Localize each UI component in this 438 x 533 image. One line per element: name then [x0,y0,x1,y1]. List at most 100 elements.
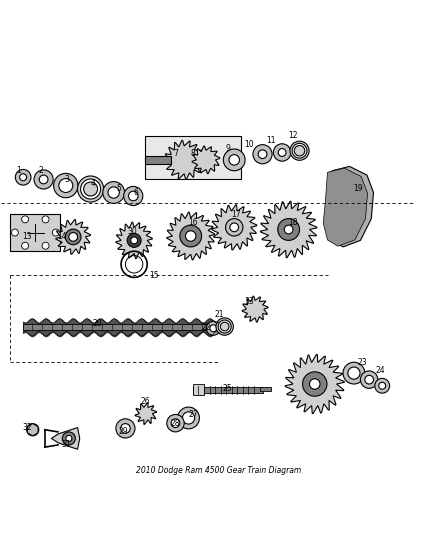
Bar [260,387,271,391]
Circle shape [218,320,231,333]
Circle shape [21,216,28,223]
Circle shape [210,325,217,332]
Circle shape [273,144,291,161]
Text: 11: 11 [266,136,276,145]
Text: 6: 6 [134,188,139,197]
Circle shape [66,435,72,441]
Circle shape [365,375,374,384]
Circle shape [15,169,31,185]
Text: 16: 16 [188,219,198,228]
Text: 30: 30 [127,227,137,236]
Circle shape [81,179,101,199]
Text: 7: 7 [173,149,178,158]
Circle shape [303,372,327,396]
Circle shape [21,243,28,249]
Polygon shape [167,212,215,260]
Circle shape [290,141,309,160]
Text: 31: 31 [62,440,71,449]
Circle shape [65,229,81,245]
Text: 33: 33 [244,297,254,306]
Circle shape [292,143,307,158]
Polygon shape [328,166,374,247]
Circle shape [167,415,184,432]
Circle shape [39,175,48,184]
Polygon shape [210,324,228,329]
Polygon shape [323,168,367,246]
Circle shape [127,233,141,247]
Circle shape [180,225,201,247]
Text: 9: 9 [225,144,230,154]
Text: 13: 13 [23,231,32,240]
Circle shape [294,146,305,156]
Text: 29: 29 [118,427,128,437]
Circle shape [258,150,267,158]
Circle shape [310,379,320,389]
Text: 14: 14 [57,231,67,240]
Circle shape [30,426,36,433]
Text: 5: 5 [117,184,121,192]
Polygon shape [261,201,317,258]
Text: 21: 21 [214,310,224,319]
Text: 28: 28 [171,419,180,427]
Polygon shape [242,296,268,322]
Circle shape [20,174,27,181]
Circle shape [278,219,300,240]
Circle shape [116,419,135,438]
Circle shape [11,229,18,236]
Polygon shape [165,140,204,180]
Text: 27: 27 [188,410,198,419]
Circle shape [131,237,138,244]
Circle shape [343,362,365,384]
Text: 3: 3 [64,175,69,184]
Circle shape [62,432,75,445]
Circle shape [223,149,245,171]
Circle shape [185,231,196,241]
Circle shape [278,149,286,156]
Circle shape [253,144,272,164]
Circle shape [124,187,143,206]
Polygon shape [135,403,157,424]
Circle shape [69,232,78,241]
Circle shape [42,243,49,249]
Text: 2010 Dodge Ram 4500 Gear Train Diagram: 2010 Dodge Ram 4500 Gear Train Diagram [136,466,302,475]
Circle shape [183,412,194,424]
Text: 1: 1 [16,166,21,175]
Text: 18: 18 [288,219,298,228]
Circle shape [52,229,59,236]
Bar [23,325,210,330]
Text: 26: 26 [140,397,150,406]
FancyBboxPatch shape [145,136,241,180]
Text: 2: 2 [38,166,43,175]
Circle shape [220,322,229,331]
Text: 12: 12 [288,132,298,140]
Circle shape [120,424,130,433]
Text: 15: 15 [149,271,159,280]
Text: 24: 24 [375,367,385,375]
Circle shape [84,182,98,196]
Circle shape [34,170,53,189]
Polygon shape [51,427,80,449]
Polygon shape [285,354,344,414]
Circle shape [128,191,138,201]
FancyBboxPatch shape [10,214,60,251]
Text: 4: 4 [90,179,95,188]
Text: 32: 32 [23,423,32,432]
Circle shape [108,187,119,198]
Circle shape [230,223,239,232]
Circle shape [226,219,243,236]
Bar [193,384,204,395]
Text: 25: 25 [223,384,233,393]
Circle shape [178,407,199,429]
Circle shape [229,155,240,165]
Circle shape [42,216,49,223]
Text: 8: 8 [191,149,195,158]
Text: 19: 19 [353,184,363,192]
Circle shape [379,382,386,389]
Circle shape [27,424,39,436]
Bar [145,156,171,164]
Text: 20: 20 [92,319,102,328]
Polygon shape [28,424,38,436]
Polygon shape [116,222,152,259]
Text: 22: 22 [201,323,211,332]
Circle shape [375,378,390,393]
